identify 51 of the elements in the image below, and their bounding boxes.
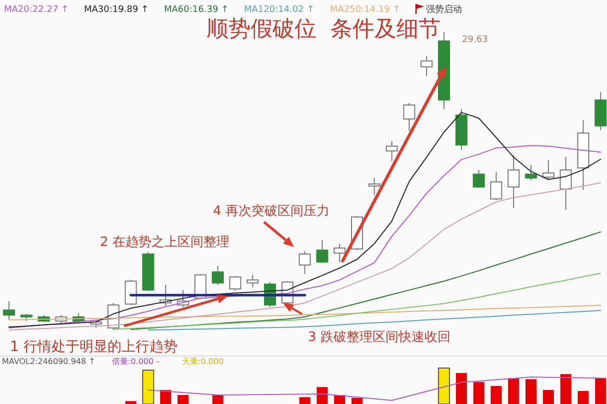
candlestick [3, 300, 15, 320]
text: MA120:14.02 ↑ [244, 5, 314, 15]
annotation: 2 在趋势之上区间整理 [100, 235, 230, 250]
bar [542, 390, 554, 404]
annotation: 4 再次突破区间压力 [213, 204, 330, 219]
candlestick [560, 156, 572, 210]
chart-title: 顺势假破位 条件及细节 [206, 17, 440, 42]
text: MA250:14.19 ↑ [330, 5, 400, 15]
text: MAVOL2:246090.948 ↑ [2, 357, 96, 366]
candlestick [542, 160, 554, 181]
text: MA20:22.27 ↑ [4, 5, 69, 15]
candlestick [508, 154, 520, 209]
bar [490, 386, 502, 404]
candlestick [420, 56, 433, 77]
bar [526, 379, 536, 404]
annotation: 29.63 [462, 35, 488, 45]
candlestick [334, 243, 346, 263]
text: 倍量:0.000 - [112, 357, 160, 366]
candlestick [472, 169, 485, 188]
candlestick [246, 274, 259, 288]
bar [560, 374, 572, 404]
candlestick [386, 140, 398, 162]
bar [508, 378, 520, 404]
candlestick [229, 276, 242, 292]
bar [160, 390, 172, 404]
text: MA60:16.39 ↑ [164, 5, 229, 15]
text: 天量:0.000 [182, 357, 224, 366]
text: 强势启动 [426, 4, 462, 15]
bar [178, 395, 188, 404]
annotation: 3 跌破整理区间快速收回 [308, 330, 450, 345]
text: MA30:19.89 ↑ [84, 5, 149, 15]
bar [212, 395, 224, 404]
candlestick [316, 240, 328, 264]
bar [578, 391, 589, 404]
bar [299, 397, 310, 404]
candlestick [490, 172, 502, 201]
candlestick [368, 178, 380, 196]
bar [438, 368, 450, 404]
candlestick [298, 250, 311, 274]
candlestick [212, 265, 224, 286]
text: 1 行情处于明显的上行趋势 [10, 339, 178, 355]
bar [334, 395, 346, 404]
bar [316, 387, 328, 404]
bar [473, 382, 484, 404]
bar [142, 370, 154, 404]
bar [125, 401, 136, 404]
candlestick [525, 164, 537, 181]
candlestick [403, 102, 416, 132]
bar [456, 373, 467, 404]
bar [595, 378, 606, 404]
bar [352, 398, 362, 404]
